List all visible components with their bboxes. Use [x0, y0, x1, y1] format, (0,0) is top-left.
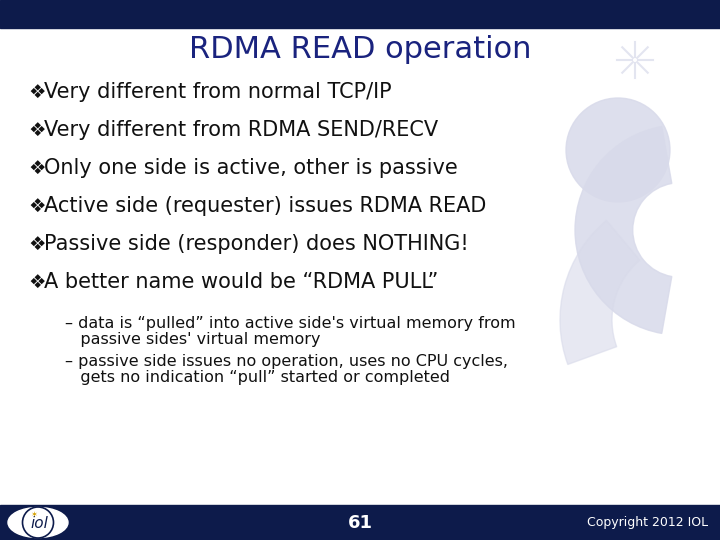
Text: passive sides' virtual memory: passive sides' virtual memory — [65, 332, 320, 347]
Text: Copyright 2012 IOL: Copyright 2012 IOL — [587, 516, 708, 529]
Bar — [0, 0, 720, 28]
Text: ✶: ✶ — [30, 511, 37, 520]
Text: ❖: ❖ — [28, 83, 45, 102]
Text: iol: iol — [30, 516, 48, 531]
Text: Active side (requester) issues RDMA READ: Active side (requester) issues RDMA READ — [44, 196, 487, 216]
Text: ❖: ❖ — [28, 197, 45, 215]
Circle shape — [566, 98, 670, 202]
Text: gets no indication “pull” started or completed: gets no indication “pull” started or com… — [65, 370, 450, 385]
Text: ❖: ❖ — [28, 120, 45, 139]
Wedge shape — [560, 220, 640, 364]
Wedge shape — [575, 126, 672, 333]
Text: RDMA READ operation: RDMA READ operation — [189, 36, 531, 64]
Text: – data is “pulled” into active side's virtual memory from: – data is “pulled” into active side's vi… — [65, 316, 516, 331]
Text: Only one side is active, other is passive: Only one side is active, other is passiv… — [44, 158, 458, 178]
Text: Very different from RDMA SEND/RECV: Very different from RDMA SEND/RECV — [44, 120, 438, 140]
Text: ❖: ❖ — [28, 273, 45, 292]
Text: 61: 61 — [348, 514, 372, 531]
Text: Very different from normal TCP/IP: Very different from normal TCP/IP — [44, 82, 392, 102]
Text: Passive side (responder) does NOTHING!: Passive side (responder) does NOTHING! — [44, 234, 469, 254]
Ellipse shape — [8, 508, 68, 537]
Text: – passive side issues no operation, uses no CPU cycles,: – passive side issues no operation, uses… — [65, 354, 508, 369]
Text: A better name would be “RDMA PULL”: A better name would be “RDMA PULL” — [44, 272, 438, 292]
Text: ❖: ❖ — [28, 159, 45, 178]
Text: ❖: ❖ — [28, 234, 45, 253]
Bar — [0, 505, 720, 540]
